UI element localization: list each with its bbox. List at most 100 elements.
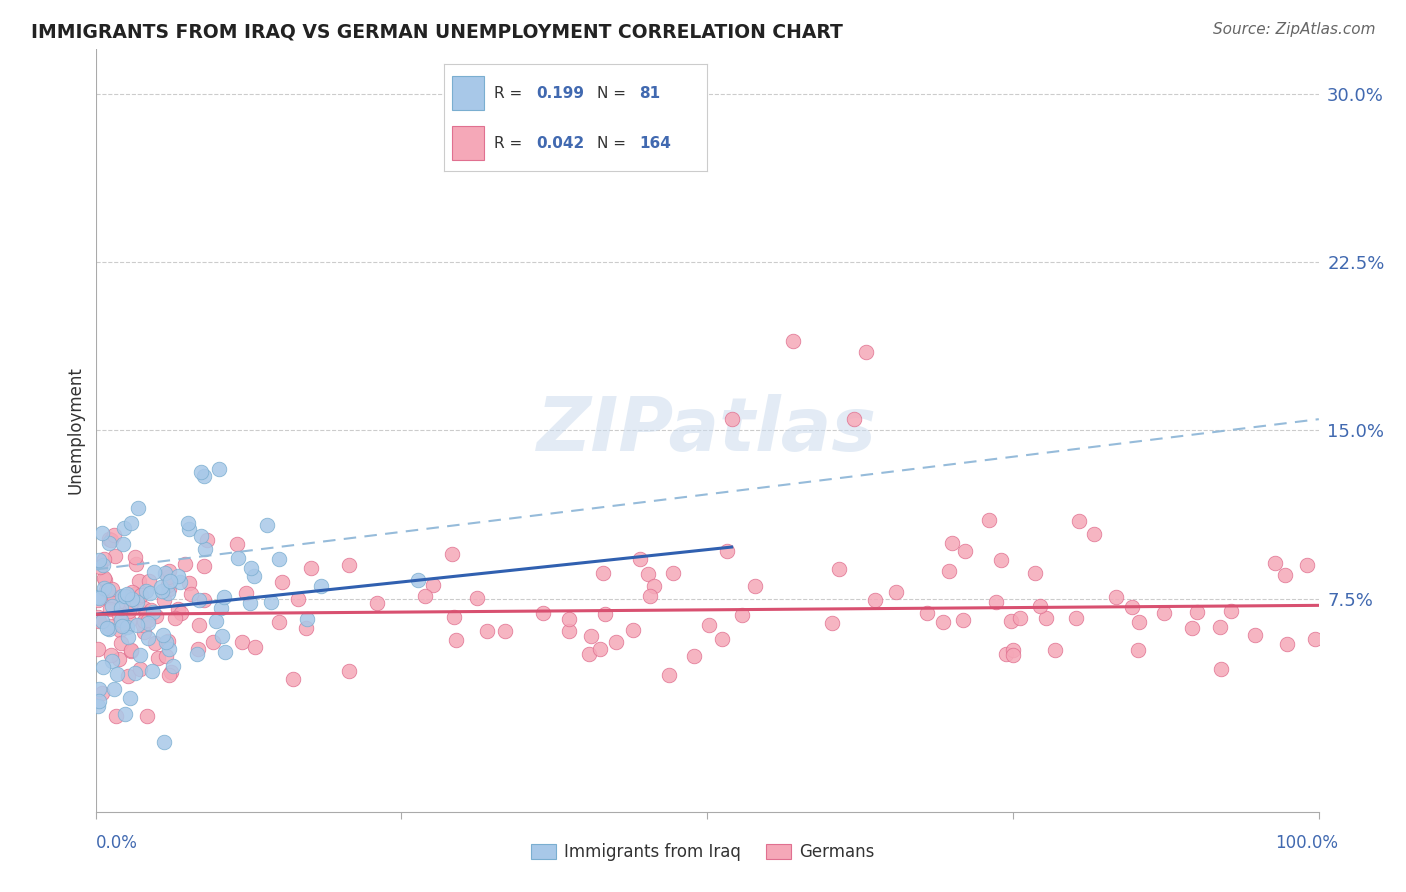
Point (446, 632, 468, 647)
Point (120, 643, 142, 657)
Point (111, 617, 134, 632)
Point (157, 582, 180, 596)
Point (124, 587, 146, 601)
Point (1045, 643, 1067, 657)
Point (1028, 599, 1050, 614)
Point (98, 623, 121, 637)
Point (93, 582, 115, 596)
Point (152, 593, 174, 607)
Point (863, 593, 886, 607)
Point (93, 552, 115, 566)
Point (256, 518, 278, 533)
Point (141, 665, 163, 679)
Point (855, 344, 877, 359)
Point (579, 629, 602, 643)
Point (125, 557, 148, 571)
Point (121, 585, 143, 599)
Point (90, 686, 112, 700)
Point (494, 624, 516, 639)
Point (1035, 611, 1057, 625)
Point (165, 610, 187, 624)
Point (716, 544, 738, 558)
Point (117, 620, 139, 634)
Text: 100.0%: 100.0% (1275, 834, 1339, 852)
Point (180, 587, 202, 601)
Point (226, 551, 249, 566)
Point (207, 462, 229, 476)
Point (98, 619, 121, 633)
Point (1220, 604, 1243, 618)
Point (406, 573, 429, 587)
Point (209, 600, 232, 615)
Point (115, 596, 138, 610)
Point (226, 537, 249, 551)
Point (87, 591, 110, 605)
Point (170, 606, 193, 620)
Point (153, 566, 176, 580)
Point (132, 624, 155, 639)
Point (643, 579, 665, 593)
Point (89, 560, 111, 574)
Point (87, 615, 110, 629)
Point (103, 681, 125, 696)
Point (1000, 614, 1022, 628)
Point (744, 579, 766, 593)
Point (1295, 558, 1317, 572)
Point (169, 575, 191, 590)
Point (98, 532, 121, 546)
Point (1105, 591, 1128, 605)
Legend: Immigrants from Iraq, Germans: Immigrants from Iraq, Germans (524, 837, 882, 868)
Point (127, 591, 149, 605)
Point (134, 614, 156, 628)
Point (117, 630, 139, 644)
Point (269, 615, 291, 630)
Point (142, 566, 165, 580)
Point (212, 590, 235, 604)
Point (174, 557, 197, 571)
Point (155, 648, 177, 663)
Point (101, 654, 124, 668)
Point (120, 644, 142, 658)
Point (118, 690, 141, 705)
Point (87, 593, 110, 607)
Point (938, 565, 960, 579)
Text: IMMIGRANTS FROM IRAQ VS GERMAN UNEMPLOYMENT CORRELATION CHART: IMMIGRANTS FROM IRAQ VS GERMAN UNEMPLOYM… (31, 22, 842, 41)
Point (152, 628, 174, 642)
Point (605, 634, 627, 648)
Point (1128, 615, 1150, 629)
Point (162, 658, 184, 673)
Point (187, 593, 209, 607)
Point (297, 612, 319, 626)
Point (156, 570, 179, 584)
Point (156, 577, 179, 591)
Point (136, 613, 159, 627)
Point (1064, 611, 1087, 625)
Point (201, 635, 224, 649)
Point (138, 615, 160, 630)
Point (145, 608, 167, 623)
Point (952, 613, 974, 627)
Point (108, 652, 131, 666)
Point (915, 606, 938, 620)
Point (697, 618, 720, 632)
Point (129, 648, 152, 662)
Point (91, 659, 114, 673)
Point (98, 602, 121, 616)
Point (1274, 568, 1296, 582)
Point (1303, 632, 1326, 646)
Point (1185, 605, 1208, 619)
Point (621, 623, 644, 637)
Point (953, 544, 976, 558)
Point (628, 551, 651, 566)
Point (242, 569, 264, 583)
Point (157, 641, 180, 656)
Point (90, 525, 112, 540)
Point (1001, 648, 1024, 662)
Point (990, 552, 1012, 566)
Point (167, 569, 190, 583)
Point (177, 576, 200, 591)
Point (193, 593, 215, 607)
Point (986, 595, 1008, 609)
Point (828, 562, 851, 576)
Point (136, 606, 159, 620)
